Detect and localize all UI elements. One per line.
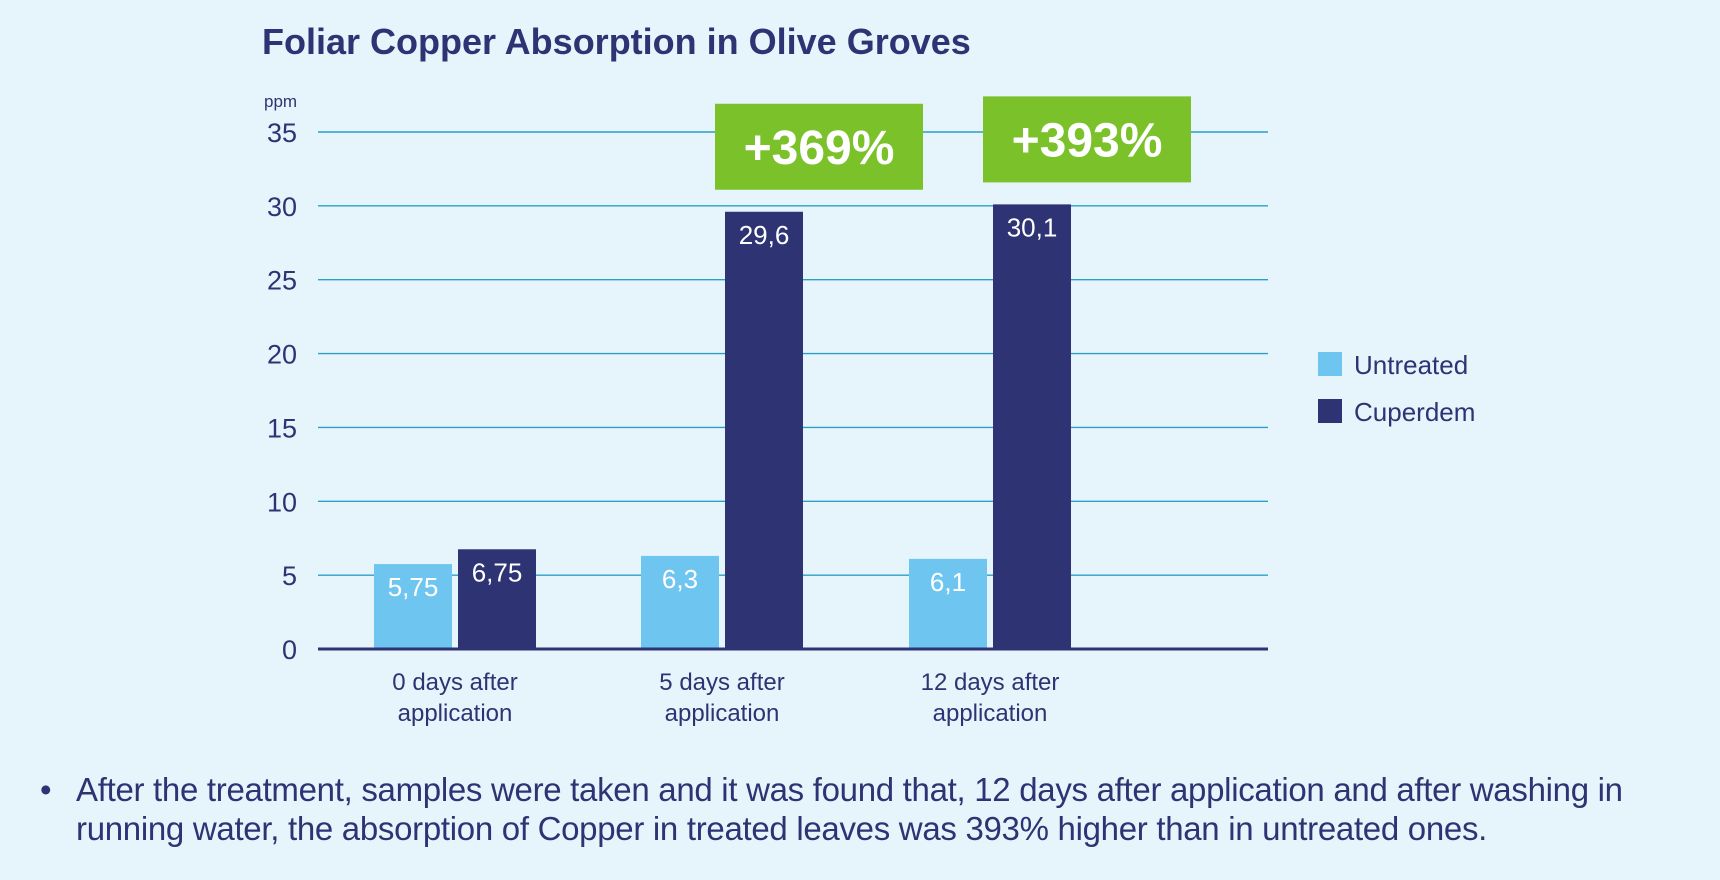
- x-tick-label: application: [398, 700, 513, 727]
- y-tick-label: 30: [267, 192, 297, 222]
- x-tick-label: application: [933, 700, 1048, 727]
- increase-badge-label: +369%: [744, 122, 895, 175]
- bar-value-label: 30,1: [1007, 212, 1058, 242]
- legend-label: Untreated: [1354, 350, 1468, 380]
- bar-cuperdem: [725, 211, 803, 649]
- x-tick-label: application: [665, 700, 780, 727]
- increase-badge: [983, 96, 1191, 183]
- bar-value-label: 6,1: [930, 567, 966, 597]
- bar-value-label: 5,75: [388, 572, 439, 602]
- x-tick-label: 0 days after: [392, 669, 517, 696]
- increase-badge-label: +393%: [1012, 114, 1163, 167]
- chart-title: Foliar Copper Absorption in Olive Groves: [262, 21, 971, 62]
- legend-label: Cuperdem: [1354, 397, 1475, 427]
- bar-cuperdem: [458, 549, 536, 649]
- x-tick-label: 12 days after: [921, 669, 1060, 696]
- bar-value-label: 29,6: [739, 220, 790, 250]
- y-tick-label: 25: [267, 266, 297, 296]
- y-tick-label: 15: [267, 413, 297, 443]
- increase-badge: [715, 103, 923, 190]
- footnote: • After the treatment, samples were take…: [40, 770, 1700, 848]
- bar-untreated: [909, 558, 987, 649]
- footnote-bullet: •: [40, 771, 52, 808]
- bar-value-label: 6,3: [662, 564, 698, 594]
- y-tick-label: 10: [267, 487, 297, 517]
- bar-cuperdem: [993, 204, 1071, 649]
- footnote-text: After the treatment, samples were taken …: [76, 771, 1623, 847]
- legend-swatch: [1318, 352, 1342, 376]
- y-tick-label: 35: [267, 118, 297, 148]
- y-tick-label: 20: [267, 340, 297, 370]
- bar-chart: Foliar Copper Absorption in Olive Groves…: [262, 21, 1475, 727]
- y-tick-label: 0: [282, 635, 297, 665]
- x-tick-label: 5 days after: [659, 669, 784, 696]
- legend-swatch: [1318, 399, 1342, 423]
- bar-value-label: 6,75: [472, 557, 523, 587]
- bar-untreated: [374, 564, 452, 649]
- y-axis-label: ppm: [264, 92, 297, 111]
- y-tick-label: 5: [282, 561, 297, 591]
- bar-untreated: [641, 555, 719, 649]
